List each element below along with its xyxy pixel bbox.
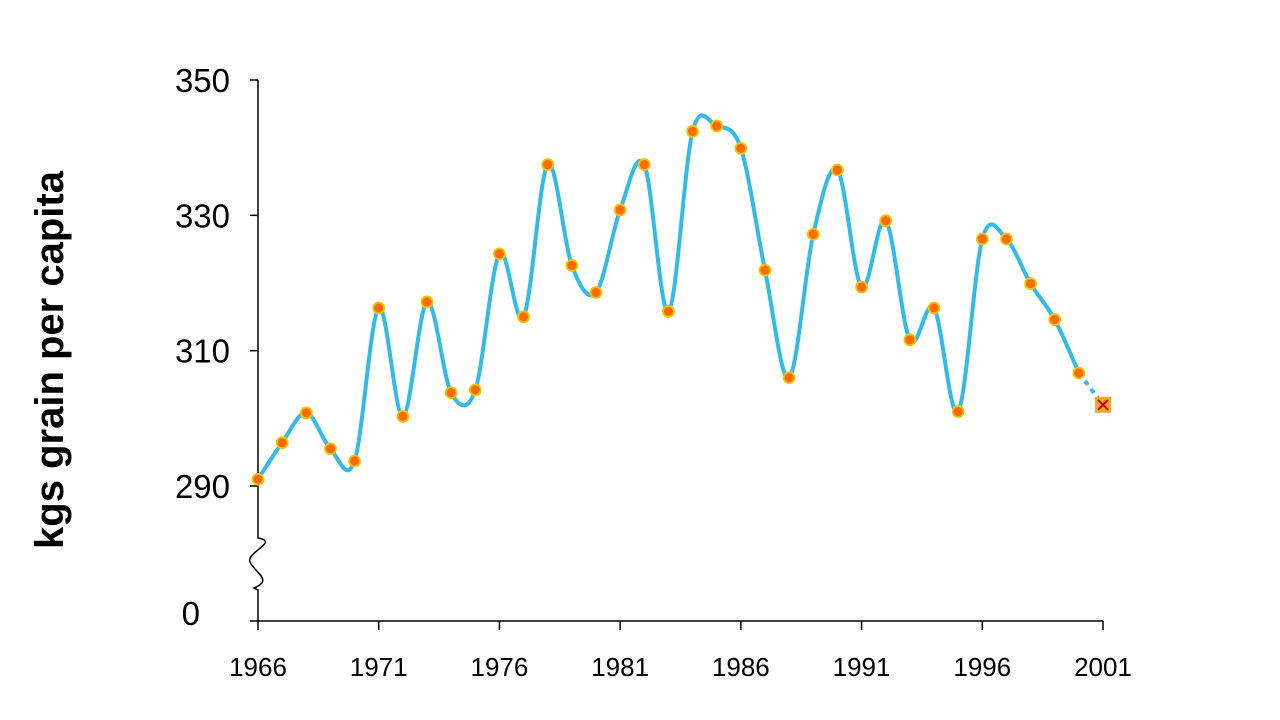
data-point [372, 301, 386, 315]
x-tick-label: 1991 [833, 652, 891, 682]
data-point [444, 386, 458, 400]
y-tick-label: 310 [175, 333, 230, 370]
x-tick-label: 2001 [1074, 652, 1132, 682]
y-tick-label: 330 [175, 197, 230, 234]
data-point [275, 436, 289, 450]
data-point [903, 333, 917, 347]
data-point [734, 141, 748, 155]
data-point [662, 305, 675, 318]
data-point [686, 125, 699, 138]
data-point [782, 371, 796, 385]
data-point [324, 442, 337, 456]
data-point [468, 383, 482, 397]
data-point [299, 406, 313, 420]
data-point [1072, 366, 1086, 380]
data-point [758, 263, 772, 277]
data-point [396, 409, 410, 423]
x-tick-label: 1971 [350, 652, 408, 682]
data-point [348, 454, 361, 468]
data-point [541, 158, 555, 171]
data-point [710, 119, 724, 133]
data-point [613, 203, 627, 217]
data-point [565, 259, 579, 272]
projection-cross-icon [1097, 399, 1109, 411]
data-point [637, 158, 651, 171]
data-point [251, 472, 265, 486]
y-axis-line [249, 80, 267, 621]
x-tick-label: 1976 [471, 652, 529, 682]
y-axis-title: kgs grain per capita [28, 170, 72, 549]
y-tick-label: 290 [175, 468, 230, 505]
x-tick-label: 1981 [591, 652, 649, 682]
data-points [251, 119, 1086, 486]
data-point [975, 232, 989, 246]
data-point [806, 227, 820, 241]
data-point [1000, 232, 1013, 246]
data-point [951, 405, 965, 418]
series-line [256, 113, 1081, 481]
x-tick-label: 1986 [712, 652, 770, 682]
x-axis: 1966 1971 1976 1981 1986 1991 1996 2001 [229, 621, 1132, 682]
data-point [493, 247, 506, 261]
data-point [1024, 277, 1037, 291]
data-point [927, 301, 941, 315]
x-tick-label: 1966 [229, 652, 287, 682]
data-point [589, 286, 603, 299]
data-point [879, 214, 893, 228]
data-point [831, 163, 844, 177]
data-point [855, 280, 868, 294]
y-tick-label: 350 [175, 62, 230, 99]
data-point [420, 295, 434, 309]
x-tick-label: 1996 [953, 652, 1011, 682]
data-point [1048, 313, 1062, 326]
data-point [517, 310, 530, 324]
y-axis: 290 310 330 350 [175, 62, 258, 622]
projection-marker [1095, 396, 1111, 413]
y-break-baseline-label: 0 [182, 595, 200, 632]
